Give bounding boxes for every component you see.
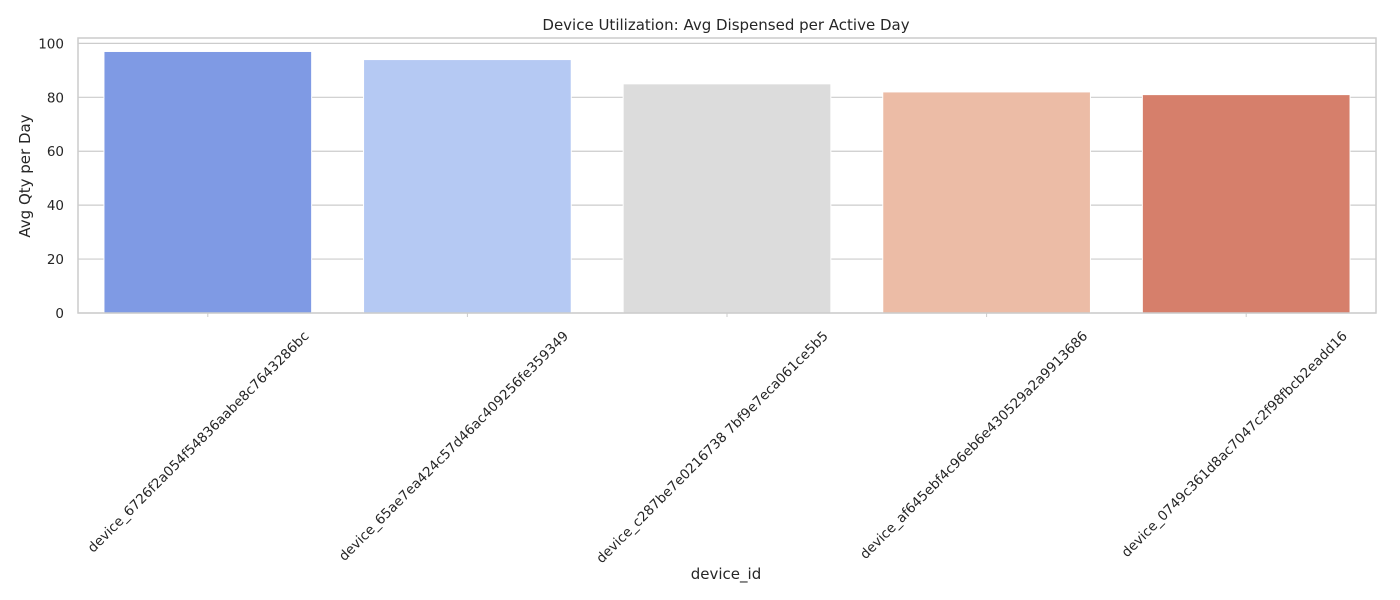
bar [1141,94,1351,314]
y-tick-label: 0 [55,306,64,322]
bar [363,59,572,314]
y-tick-label: 80 [47,90,64,106]
x-tick-label: device_af645ebf4c96eb6e430529a2a9913686 [857,328,1091,562]
y-axis-label: Avg Qty per Day [16,114,34,237]
bars [103,50,1351,314]
y-axis-ticks: 0 20 40 60 80 100 [38,36,64,322]
y-tick-label: 40 [47,198,64,214]
x-axis-ticks: device_6726f2a054f54836aabe8c7643286bc de… [85,313,1351,567]
x-tick-label: device_6726f2a054f54836aabe8c7643286bc [85,328,313,556]
x-tick-label: device_65ae7ea424c57d46ac409256fe359349 [336,328,572,564]
x-axis-label: device_id [691,565,761,584]
y-tick-label: 60 [47,144,64,160]
x-tick-label: device_c287be7e0216738 7bf9e7eca061ce5b5 [593,328,831,566]
y-tick-label: 100 [38,36,64,52]
y-tick-label: 20 [47,252,64,268]
bar [622,83,832,314]
chart-title: Device Utilization: Avg Dispensed per Ac… [542,16,909,34]
bar [882,91,1091,314]
bar [103,50,313,314]
x-tick-label: device_0749c361d8ac7047c2f98fbcb2eadd16 [1118,328,1350,560]
